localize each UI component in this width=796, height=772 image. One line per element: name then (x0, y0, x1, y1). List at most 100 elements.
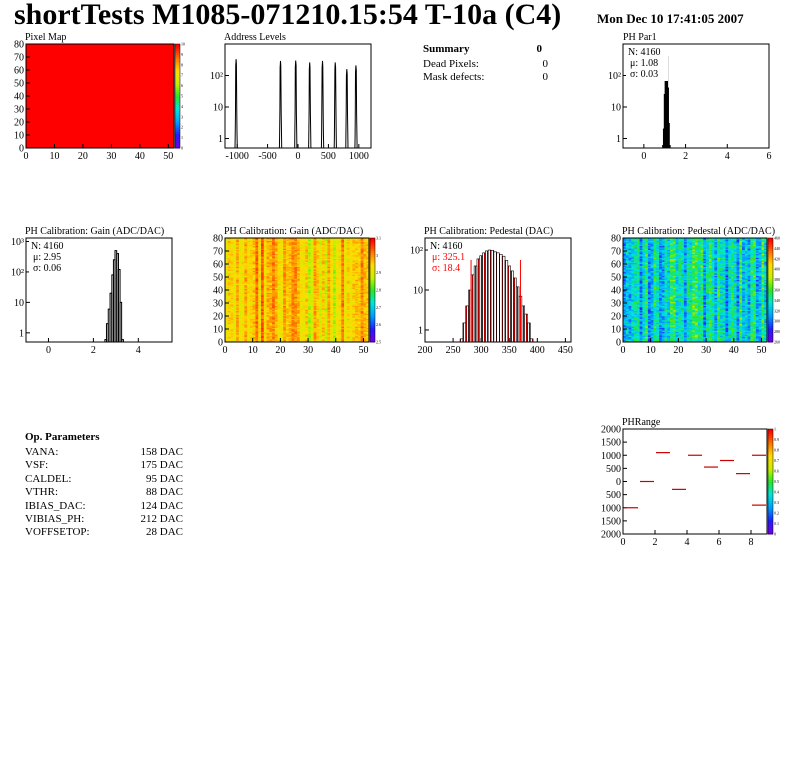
heatmap-cell (283, 249, 287, 252)
heatmap-cell (244, 244, 248, 247)
heatmap-cell (244, 318, 248, 321)
plot-title: Pixel Map (25, 32, 66, 43)
heatmap-cell (255, 322, 259, 325)
heatmap-cell (249, 261, 253, 263)
heatmap-cell (319, 260, 323, 262)
heatmap-cell (327, 339, 331, 341)
heatmap-cell (294, 316, 298, 318)
heatmap-cell (227, 338, 231, 340)
heatmap-cell (283, 316, 287, 318)
heatmap-cell (283, 338, 287, 340)
heatmap-cell (241, 310, 245, 313)
heatmap-cell (330, 274, 334, 276)
heatmap-cell (321, 296, 325, 299)
heatmap-cell (338, 304, 342, 306)
heatmap-cell (236, 279, 240, 282)
heatmap-cell (316, 249, 320, 252)
heatmap-cell (280, 338, 284, 340)
histogram-bin (479, 255, 483, 343)
color-scale-cell (175, 85, 180, 89)
heatmap-cell (319, 334, 323, 336)
color-scale-cell (175, 129, 180, 132)
heatmap-cell (244, 309, 248, 312)
heatmap-cell (305, 254, 309, 257)
heatmap-cell (324, 338, 328, 340)
heatmap-cell (249, 301, 253, 304)
heatmap-cell (324, 330, 328, 332)
heatmap-cell (319, 322, 323, 325)
heatmap-cell (255, 253, 259, 256)
heatmap-cell (316, 336, 320, 339)
color-scale-cell (175, 110, 180, 114)
heatmap-cell (244, 278, 248, 280)
heatmap-cell (288, 245, 292, 248)
heatmap-cell (227, 284, 231, 287)
heatmap-cell (316, 257, 320, 260)
heatmap-cell (227, 239, 231, 241)
heatmap-cell (269, 314, 273, 317)
heatmap-cell (297, 330, 301, 332)
heatmap-cell (333, 264, 337, 266)
heatmap-cell (280, 267, 284, 270)
heatmap-cell (302, 273, 306, 275)
heatmap-cell (333, 261, 337, 263)
heatmap-cell (247, 322, 251, 325)
heatmap-cell (327, 274, 331, 276)
heatmap-cell (266, 293, 270, 296)
heatmap-cell (252, 252, 256, 254)
heatmap-cell (291, 260, 295, 262)
heatmap-cell (313, 256, 317, 258)
heatmap-cell (266, 297, 270, 300)
heatmap-cell (285, 293, 289, 296)
color-scale-cell (175, 83, 180, 87)
heatmap-cell (274, 256, 278, 258)
heatmap-cell (277, 273, 281, 275)
heatmap-cell (252, 339, 256, 341)
heatmap-cell (316, 334, 320, 336)
heatmap-cell (313, 338, 317, 340)
heatmap-cell (269, 296, 273, 299)
heatmap-cell (244, 252, 248, 254)
heatmap-cell (238, 277, 242, 279)
heatmap-cell (310, 274, 314, 276)
heatmap-cell (344, 335, 348, 338)
heatmap-cell (233, 249, 237, 252)
heatmap-cell (297, 277, 301, 279)
heatmap-cell (285, 304, 289, 306)
heatmap-cell (244, 267, 248, 270)
heatmap-cell (247, 296, 251, 299)
heatmap-cell (310, 249, 314, 252)
heatmap-cell (324, 305, 328, 308)
heatmap-cell (261, 310, 265, 313)
x-tick-label: 1000 (349, 151, 369, 162)
heatmap-cell (241, 249, 245, 252)
heatmap-cell (324, 291, 328, 293)
heatmap-cell (266, 310, 270, 313)
heatmap-cell (288, 254, 292, 257)
heatmap-cell (252, 321, 256, 323)
color-scale-cell (175, 68, 180, 72)
heatmap-cell (241, 251, 245, 253)
heatmap-cell (288, 332, 292, 335)
heatmap-cell (319, 309, 323, 312)
heatmap-cell (227, 244, 231, 247)
heatmap-cell (330, 287, 334, 289)
heatmap-cell (285, 317, 289, 319)
heatmap-cell (308, 323, 312, 326)
heatmap-cell (285, 238, 289, 240)
heatmap-cell (230, 265, 234, 267)
heatmap-cell (335, 257, 339, 260)
heatmap-cell (327, 278, 331, 280)
page-title: shortTests M1085-071210.15:54 T-10a (C4) (14, 0, 562, 31)
heatmap-cell (313, 293, 317, 296)
heatmap-cell (297, 261, 301, 263)
heatmap-cell (308, 241, 312, 244)
heatmap-cell (333, 239, 337, 241)
heatmap-cell (288, 258, 292, 261)
heatmap-cell (321, 247, 325, 249)
heatmap-cell (236, 270, 240, 273)
heatmap-cell (291, 312, 295, 314)
heatmap-cell (285, 286, 289, 288)
heatmap-cell (285, 252, 289, 254)
